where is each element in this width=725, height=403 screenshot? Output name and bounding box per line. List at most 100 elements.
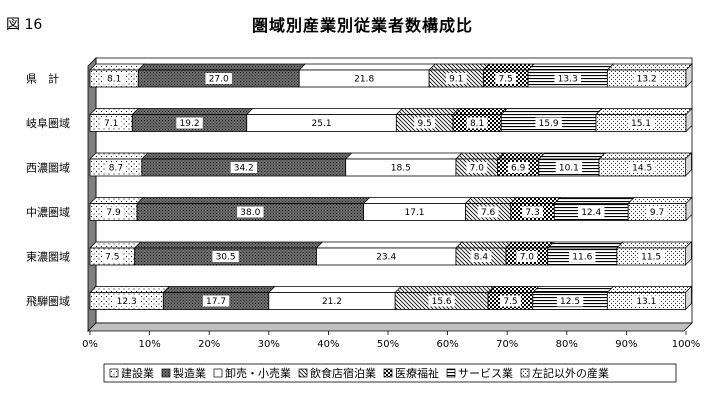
data-label-box (318, 295, 346, 307)
bar-segment: 19.2 (131, 108, 254, 132)
legend-swatch (298, 368, 308, 378)
data-label-box (633, 295, 660, 307)
data-label-box (350, 73, 378, 84)
data-label: 9.1 (449, 75, 463, 85)
data-label: 8.4 (474, 253, 489, 263)
legend-item: サービス業 (446, 367, 513, 380)
x-tick-label: 10% (138, 339, 160, 350)
data-label: 14.5 (632, 164, 652, 174)
data-label-box (578, 206, 605, 218)
data-label: 12.3 (117, 297, 137, 307)
plot-floor (87, 322, 693, 332)
bar-segment: 7.5 (89, 241, 142, 266)
bar-segment: 12.4 (553, 197, 636, 221)
legend-item: 医療福祉 (383, 366, 439, 380)
bar-segment: 34.2 (141, 152, 353, 177)
bar-segment: 8.7 (89, 152, 149, 177)
bar-segment: 13.3 (527, 63, 615, 88)
data-label: 11.5 (641, 253, 661, 263)
data-label-box (401, 206, 428, 218)
data-label-box (428, 295, 455, 307)
data-label-box (646, 206, 668, 218)
data-label-box (212, 251, 239, 262)
x-tick-label: 80% (556, 339, 578, 350)
bar-segment: 7.5 (482, 63, 535, 88)
data-label-box (237, 206, 264, 218)
bar-segment: 7.0 (455, 152, 505, 177)
data-label-box (516, 251, 538, 262)
data-label-box (627, 117, 655, 129)
category-label: 東濃圏域 (26, 250, 70, 264)
data-label-box (637, 251, 665, 262)
legend-swatch (520, 368, 530, 378)
bar-segment: 7.3 (509, 197, 562, 221)
bar-segment: 7.1 (89, 108, 140, 132)
category-label: 県 計 (26, 72, 59, 86)
bar-segment: 27.0 (137, 63, 307, 88)
data-label: 7.5 (105, 253, 119, 263)
data-label: 7.0 (520, 253, 535, 263)
data-label: 17.7 (206, 297, 226, 307)
data-label: 7.1 (104, 119, 118, 129)
x-tick-label: 30% (258, 339, 280, 350)
data-label-box (202, 295, 230, 307)
data-label: 21.8 (354, 75, 374, 85)
data-label-box (103, 73, 125, 84)
data-label: 38.0 (240, 208, 260, 218)
data-label-box (522, 206, 543, 218)
data-label-box (556, 295, 584, 307)
bar-segment: 21.8 (298, 63, 436, 88)
bar-segment: 15.6 (394, 286, 495, 310)
x-tick-label: 40% (317, 339, 339, 350)
data-label: 30.5 (216, 253, 236, 263)
data-label: 9.5 (417, 119, 431, 129)
category-label: 飛騨圏域 (26, 294, 70, 308)
data-label-box (500, 295, 521, 307)
legend-item: 製造業 (161, 366, 206, 380)
data-label: 21.2 (322, 297, 342, 307)
data-label: 12.4 (581, 208, 601, 218)
legend-swatch (446, 368, 456, 378)
bar-segment: 13.1 (606, 285, 693, 311)
bar-segment: 12.5 (531, 286, 615, 310)
bar-segment: 11.5 (616, 241, 693, 266)
bar-segment: 9.5 (395, 108, 460, 132)
plot-back-wall (95, 57, 693, 324)
bar-segment: 15.9 (500, 108, 603, 132)
data-label: 13.3 (558, 75, 578, 85)
data-label-box (628, 162, 656, 173)
data-label-box (113, 295, 140, 307)
data-label: 15.1 (631, 119, 651, 129)
data-label: 15.6 (432, 297, 452, 307)
legend-label: サービス業 (458, 367, 513, 380)
data-label: 19.2 (180, 119, 200, 129)
bar-segment: 8.1 (89, 63, 146, 88)
x-tick-label: 100% (672, 339, 701, 350)
data-label-box (103, 206, 124, 218)
data-label: 8.1 (107, 75, 121, 85)
data-label: 7.5 (499, 75, 513, 85)
bar-segment: 18.5 (344, 152, 463, 177)
bar-segment: 12.3 (89, 286, 171, 310)
data-label-box (373, 251, 400, 262)
bar-segment: 23.4 (315, 241, 463, 266)
legend-item: 卸売・小売業 (213, 366, 291, 380)
bar-segment: 21.2 (267, 286, 402, 310)
bar-segment: 7.0 (505, 241, 555, 266)
data-label: 7.6 (481, 208, 496, 218)
legend-swatch (109, 368, 119, 378)
data-label-box (176, 117, 203, 129)
bar-segment: 17.1 (362, 197, 473, 221)
x-tick-label: 90% (615, 339, 637, 350)
data-label: 27.0 (209, 75, 229, 85)
bar-segment: 7.6 (464, 197, 518, 221)
bar-segment: 7.5 (487, 286, 540, 310)
data-label-box (205, 73, 232, 84)
data-label: 8.7 (109, 164, 123, 174)
data-label: 23.4 (376, 253, 396, 263)
legend-label: 卸売・小売業 (225, 366, 291, 380)
bar-segment: 38.0 (136, 197, 371, 221)
data-label-box (466, 162, 488, 173)
category-label: 西濃圏域 (26, 161, 70, 175)
bar-segment: 9.7 (627, 196, 693, 222)
